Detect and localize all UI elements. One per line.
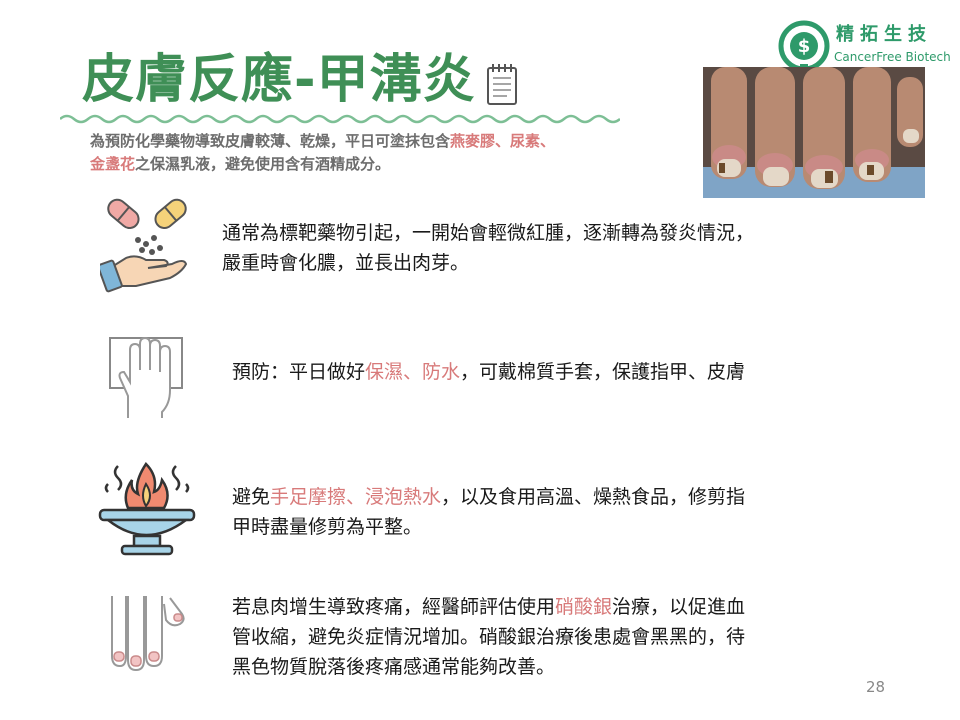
item-1-line-1: 通常為標靶藥物引起，一開始會輕微紅腫，逐漸轉為發炎情況， <box>222 222 755 244</box>
subtitle-text-2: 之保濕乳液，避免使用含有酒精成分。 <box>135 155 391 173</box>
subtitle-highlight-1: 燕麥膠、尿素、 <box>450 132 556 150</box>
item-4-text: 若息肉增生導致疼痛，經醫師評估使用硝酸銀治療，以促進血 管收縮，避免炎症情況增加… <box>232 592 745 682</box>
item-3-text-b: ，以及食用高溫、燥熱食品，修剪指 <box>441 486 746 508</box>
logo-english: CancerFree Biotech <box>834 50 951 64</box>
title-wave-divider <box>60 114 620 124</box>
item-2-text: 預防：平日做好保濕、防水，可戴棉質手套，保護指甲、皮膚 <box>232 357 745 387</box>
subtitle-highlight-2: 金盞花 <box>90 155 136 173</box>
subtitle-text-1: 為預防化學藥物導致皮膚較薄、乾燥，平日可塗抹包含 <box>90 132 451 150</box>
item-4-line-2: 管收縮，避免炎症情況增加。硝酸銀治療後患處會黑黑的，待 <box>232 626 746 648</box>
page-number: 28 <box>866 678 886 696</box>
item-4-highlight: 硝酸銀 <box>555 596 613 618</box>
paronychia-photo <box>703 67 925 198</box>
page-title: 皮膚反應-甲溝炎 <box>82 50 476 110</box>
item-2-highlight: 保濕、防水 <box>365 361 461 383</box>
item-3-text-a: 避免 <box>232 486 271 508</box>
hand-icon <box>109 336 183 418</box>
item-2-text-a: 預防：平日做好 <box>232 361 366 383</box>
logo-chinese: 精拓生技 <box>836 24 932 45</box>
item-4-text-b: 治療，以促進血 <box>612 596 746 618</box>
item-3-highlight: 手足摩擦、浸泡熱水 <box>270 486 442 508</box>
item-3-line-2: 甲時盡量修剪為平整。 <box>232 516 423 538</box>
notepad-icon <box>487 64 517 105</box>
item-3-text: 避免手足摩擦、浸泡熱水，以及食用高溫、燥熱食品，修剪指 甲時盡量修剪為平整。 <box>232 482 745 542</box>
item-2-text-b: ，可戴棉質手套，保護指甲、皮膚 <box>460 361 746 383</box>
item-1-text: 通常為標靶藥物引起，一開始會輕微紅腫，逐漸轉為發炎情況， 嚴重時會化膿，並長出肉… <box>222 218 754 278</box>
flame-bowl-icon <box>98 462 196 556</box>
fingers-icon <box>111 596 185 672</box>
item-4-text-a: 若息肉增生導致疼痛，經醫師評估使用 <box>232 596 556 618</box>
pills-hand-icon <box>100 198 188 293</box>
item-1-line-2: 嚴重時會化膿，並長出肉芽。 <box>222 252 470 274</box>
subtitle: 為預防化學藥物導致皮膚較薄、乾燥，平日可塗抹包含燕麥膠、尿素、 金盞花之保濕乳液… <box>90 130 690 176</box>
svg-text:$: $ <box>798 36 811 57</box>
cancerfree-logo-icon: $ <box>778 20 830 72</box>
item-4-line-3: 黑色物質脫落後疼痛感通常能夠改善。 <box>232 656 556 678</box>
